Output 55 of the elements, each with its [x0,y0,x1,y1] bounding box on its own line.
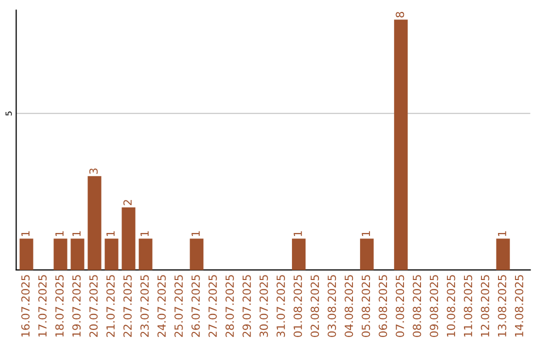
bar [104,238,118,270]
x-tick-label: 12.08.2025 [480,275,490,337]
data-label: 1 [140,231,149,236]
data-label: 1 [192,231,200,236]
bar [190,238,204,270]
x-tick-label: 09.08.2025 [430,275,438,338]
x-tick-label: 03.08.2025 [328,275,336,338]
data-label: 8 [396,12,404,18]
bar [88,176,102,270]
x-tick-label: 01.08.2025 [294,275,302,338]
x-tick-label: 27.07.2025 [208,275,217,337]
x-tick-label: 07.08.2025 [396,275,404,338]
data-label: 1 [294,231,302,236]
x-tick-label: 16.07.2025 [21,275,30,337]
x-tick-label: 22.07.2025 [123,275,132,337]
bar [20,238,34,270]
data-label: 1 [362,231,370,236]
x-tick-label: 08.08.2025 [412,275,422,338]
data-label: 2 [123,200,132,206]
data-label: 3 [89,168,98,174]
x-tick-label: 19.07.2025 [72,275,81,337]
bar [70,238,84,270]
x-tick-label: 26.07.2025 [191,275,200,337]
bar [122,207,136,270]
x-tick-label: 23.07.2025 [140,275,149,337]
x-tick-label: 17.07.2025 [38,275,47,337]
x-tick-label: 28.07.2025 [226,275,234,337]
x-tick-label: 30.07.2025 [260,275,268,337]
x-tick-label: 05.08.2025 [362,275,370,338]
bar [360,238,374,270]
x-tick-label: 10.08.2025 [446,275,456,337]
x-tick-label: 04.08.2025 [344,275,354,338]
x-tick-label: 14.08.2025 [514,275,524,337]
data-label: 1 [498,231,506,236]
x-tick-label: 06.08.2025 [378,275,388,338]
data-label: 1 [72,231,81,236]
x-tick-label: 11.08.2025 [464,275,472,337]
x-tick-label: 13.08.2025 [498,275,506,337]
x-tick-label: 31.07.2025 [276,275,285,337]
bar [496,238,510,270]
x-tick-label: 25.07.2025 [174,275,183,337]
bar [394,20,408,270]
data-label: 1 [55,231,64,236]
x-tick-label: 18.07.2025 [55,275,64,337]
bar [54,238,68,270]
x-tick-label: 24.07.2025 [157,275,166,337]
bar [138,238,152,270]
x-tick-label: 02.08.2025 [310,275,320,338]
data-label: 1 [21,231,30,236]
y-tick-label: 5 [6,112,12,116]
x-tick-label: 21.07.2025 [106,275,115,337]
x-tick-label: 29.07.2025 [242,275,251,337]
data-label: 1 [106,231,115,236]
bar [292,238,306,270]
x-tick-label: 20.07.2025 [89,275,98,337]
